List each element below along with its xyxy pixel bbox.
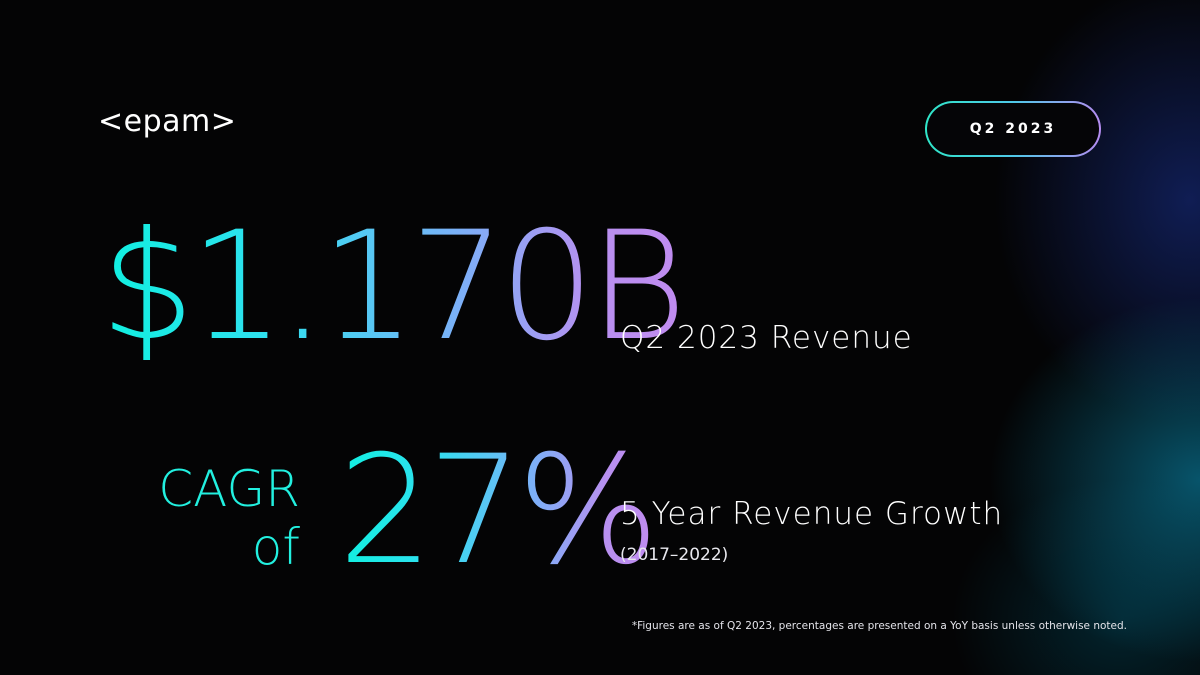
cagr-prefix: CAGR of	[140, 460, 300, 576]
footnote: *Figures are as of Q2 2023, percentages …	[631, 620, 1127, 632]
cagr-prefix-line2: of	[251, 518, 300, 576]
period-badge-label: Q2 2023	[969, 121, 1057, 137]
growth-value: 27%	[338, 424, 659, 598]
revenue-label: Q2 2023 Revenue	[620, 320, 913, 356]
period-badge-inner: Q2 2023	[927, 103, 1099, 155]
growth-period: (2017–2022)	[620, 545, 729, 565]
period-badge: Q2 2023	[925, 101, 1101, 157]
epam-logo: <epam>	[98, 104, 237, 139]
revenue-value: $1.170B	[100, 200, 687, 374]
growth-label: 5 Year Revenue Growth	[620, 496, 1004, 532]
cagr-prefix-line1: CAGR	[158, 460, 300, 518]
